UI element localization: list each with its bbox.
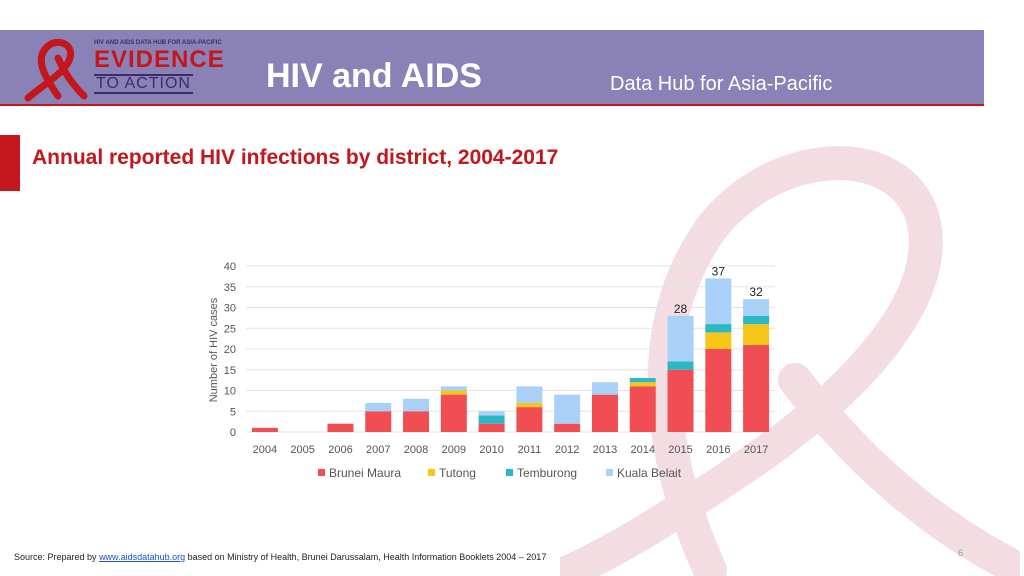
chart-title: Annual reported HIV infections by distri…	[32, 146, 559, 169]
y-axis-label: Number of HIV cases	[208, 297, 220, 402]
bar-brunei-maura-2006	[327, 423, 354, 432]
page-number: 6	[958, 548, 964, 558]
x-tick-label: 2007	[366, 444, 390, 456]
title-accent-bar	[0, 135, 20, 191]
bar-kuala-belait-2008	[403, 398, 430, 412]
bar-tutong-2011	[516, 402, 543, 408]
legend-label: Kuala Belait	[617, 466, 682, 480]
bar-brunei-maura-2009	[440, 394, 467, 432]
x-tick-label: 2006	[328, 444, 352, 456]
bar-kuala-belait-2016	[705, 278, 732, 325]
bar-brunei-maura-2016	[705, 349, 732, 432]
y-tick-label: 30	[224, 303, 236, 315]
bar-kuala-belait-2009	[440, 386, 467, 391]
bar-brunei-maura-2013	[591, 394, 618, 432]
y-tick-label: 40	[224, 261, 236, 273]
bar-temburong-2016	[705, 324, 732, 333]
bar-brunei-maura-2012	[554, 423, 581, 432]
bar-brunei-maura-2008	[403, 411, 430, 432]
bar-kuala-belait-2010	[478, 411, 505, 416]
bar-tutong-2009	[440, 390, 467, 395]
x-tick-label: 2014	[631, 444, 655, 456]
logo-tagline: HIV AND AIDS DATA HUB FOR ASIA-PACIFIC	[94, 40, 222, 46]
header-subtitle: Data Hub for Asia-Pacific	[610, 73, 833, 95]
legend-swatch	[506, 469, 513, 476]
x-tick-label: 2004	[253, 444, 277, 456]
x-tick-label: 2008	[404, 444, 428, 456]
legend-swatch	[428, 469, 435, 476]
x-tick-label: 2011	[518, 444, 542, 456]
bar-kuala-belait-2007	[365, 402, 392, 412]
bar-brunei-maura-2010	[478, 423, 505, 432]
stacked-bar-chart: 0 5 10 15 20 25 30 35 40 2004 2005 2006 2007 2008 200…	[208, 261, 775, 480]
x-tick-label: 2009	[442, 444, 466, 456]
y-tick-label: 10	[224, 386, 236, 398]
x-tick-label: 2015	[668, 444, 692, 456]
bar-temburong-2010	[478, 415, 505, 424]
source-prefix: Source: Prepared by	[14, 552, 100, 562]
y-tick-label: 0	[230, 427, 236, 439]
red-ribbon-icon	[24, 39, 88, 102]
bar-kuala-belait-2013	[591, 382, 618, 395]
header-banner: HIV AND AIDS DATA HUB FOR ASIA-PACIFIC E…	[0, 30, 984, 106]
y-tick-label: 5	[230, 406, 236, 418]
y-tick-label: 25	[224, 323, 236, 335]
bar-kuala-belait-2011	[516, 386, 543, 403]
bar-brunei-maura-2004	[251, 427, 278, 432]
bar-temburong-2015	[667, 361, 694, 370]
x-tick-label: 2016	[706, 444, 730, 456]
legend-label: Temburong	[517, 466, 577, 480]
source-link[interactable]: www.aidsdatahub.org	[99, 552, 186, 562]
x-tick-label: 2017	[744, 444, 768, 456]
data-label: 32	[749, 285, 763, 299]
x-tick-label: 2012	[555, 444, 579, 456]
legend-label: Tutong	[439, 466, 476, 480]
bar-temburong-2014	[629, 378, 656, 383]
bar-tutong-2017	[743, 324, 770, 345]
bar-tutong-2016	[705, 332, 732, 349]
evidence-to-action-logo: HIV AND AIDS DATA HUB FOR ASIA-PACIFIC E…	[14, 36, 244, 102]
legend-swatch	[318, 469, 325, 476]
logo-to-action-text: TO ACTION	[94, 74, 193, 94]
source-suffix: based on Ministry of Health, Brunei Daru…	[185, 552, 547, 562]
bar-kuala-belait-2017	[743, 299, 770, 316]
bar-tutong-2014	[629, 382, 656, 387]
legend-label: Brunei Maura	[329, 466, 401, 480]
background-ribbon-icon	[560, 146, 1020, 576]
y-tick-label: 20	[224, 344, 236, 356]
bar-brunei-maura-2011	[516, 407, 543, 432]
x-tick-label: 2010	[479, 444, 503, 456]
data-label: 37	[712, 264, 726, 278]
legend-swatch	[606, 469, 613, 476]
bar-brunei-maura-2017	[743, 344, 770, 432]
source-note: Source: Prepared by www.aidsdatahub.org …	[14, 551, 546, 563]
y-tick-label: 35	[224, 282, 236, 294]
bar-brunei-maura-2014	[629, 386, 656, 432]
header-title: HIV and AIDS	[266, 57, 482, 95]
logo-evidence-text: EVIDENCE	[94, 46, 225, 73]
x-tick-label: 2005	[290, 444, 314, 456]
bar-temburong-2017	[743, 315, 770, 325]
y-tick-label: 15	[224, 365, 236, 377]
bar-kuala-belait-2015	[667, 315, 694, 362]
x-tick-label: 2013	[593, 444, 617, 456]
bar-brunei-maura-2007	[365, 411, 392, 432]
data-label: 28	[674, 302, 688, 316]
bar-brunei-maura-2015	[667, 369, 694, 432]
bar-kuala-belait-2012	[554, 394, 581, 424]
